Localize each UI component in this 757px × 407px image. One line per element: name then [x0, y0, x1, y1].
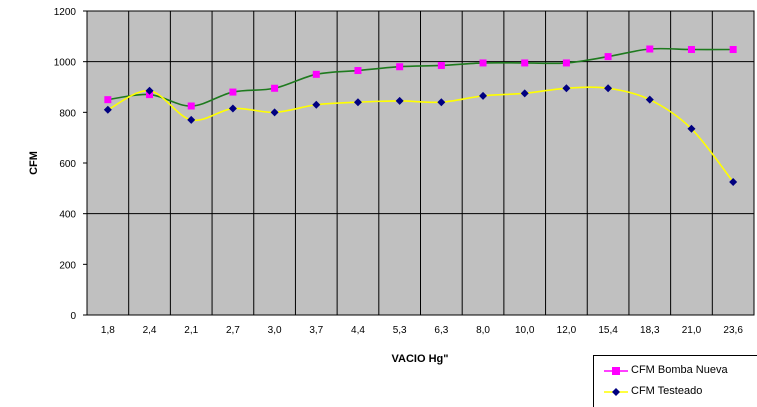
- x-tick-label: 18,3: [640, 325, 660, 336]
- series-line-2: [107, 86, 734, 183]
- y-tick-label: 400: [59, 210, 76, 221]
- data-point-series-2: [228, 104, 237, 113]
- x-tick-label: 5,3: [393, 325, 407, 336]
- data-point-series-1: [354, 67, 362, 75]
- data-point-series-1: [396, 63, 404, 71]
- data-point-series-1: [687, 46, 695, 54]
- x-tick-label: 10,0: [515, 325, 535, 336]
- x-tick-label: 8,0: [476, 325, 490, 336]
- data-point-series-2: [145, 86, 154, 95]
- y-tick-label: 200: [59, 260, 76, 271]
- data-point-series-2: [604, 84, 613, 93]
- data-point-series-1: [229, 88, 237, 96]
- data-point-series-1: [562, 59, 570, 67]
- legend-square-marker-icon: [604, 367, 628, 375]
- data-point-series-2: [312, 100, 321, 109]
- data-point-series-1: [271, 84, 279, 92]
- x-tick-label: 3,7: [309, 325, 323, 336]
- series-layer: [103, 45, 738, 186]
- y-tick-labels: 0 200 400 600 800 1000 1200: [54, 7, 87, 322]
- data-point-series-2: [562, 84, 571, 93]
- x-tick-labels: 1,8 2,4 2,1 2,7 3,0 3,7 4,4 5,3 6,3 8,0 10,0 12,0 15…: [101, 325, 743, 336]
- y-tick-label: 0: [70, 311, 76, 322]
- data-point-series-2: [479, 91, 488, 100]
- legend-label-series-2: CFM Testeado: [631, 385, 703, 397]
- data-point-series-1: [479, 59, 487, 67]
- series-line-1: [107, 47, 734, 107]
- data-point-series-1: [521, 59, 529, 67]
- legend-item-series-1: CFM Bomba Nueva: [594, 362, 757, 380]
- legend: CFM Bomba Nueva CFM Testeado: [593, 355, 757, 407]
- y-tick-label: 600: [59, 159, 76, 170]
- data-point-series-2: [645, 95, 654, 104]
- x-tick-label: 12,0: [557, 325, 577, 336]
- data-point-series-1: [604, 53, 612, 61]
- legend-item-series-2: CFM Testeado: [594, 383, 757, 401]
- y-tick-label: 800: [59, 108, 76, 119]
- x-tick-label: 23,6: [723, 325, 743, 336]
- data-point-series-1: [187, 102, 195, 110]
- data-point-series-2: [395, 96, 404, 105]
- data-point-series-1: [312, 70, 320, 78]
- data-point-series-2: [103, 105, 112, 114]
- x-tick-label: 6,3: [434, 325, 448, 336]
- x-tick-label: 2,4: [143, 325, 157, 336]
- data-point-series-1: [437, 61, 445, 69]
- data-point-series-1: [104, 96, 112, 104]
- data-point-series-2: [729, 178, 738, 186]
- legend-diamond-marker-icon: [604, 388, 628, 396]
- data-point-series-2: [270, 108, 279, 117]
- x-tick-label: 15,4: [598, 325, 618, 336]
- data-point-series-2: [520, 89, 529, 98]
- x-tick-label: 4,4: [351, 325, 365, 336]
- x-tick-label: 2,7: [226, 325, 240, 336]
- y-axis-title: CFM: [28, 151, 40, 175]
- data-point-series-1: [646, 45, 654, 53]
- y-tick-label: 1200: [54, 7, 77, 18]
- x-tick-label: 21,0: [682, 325, 702, 336]
- y-tick-label: 1000: [54, 58, 77, 69]
- grid-lines: [86, 10, 755, 316]
- data-point-series-2: [687, 124, 696, 133]
- data-point-series-2: [353, 98, 362, 107]
- x-tick-label: 2,1: [184, 325, 198, 336]
- x-tick-label: 3,0: [268, 325, 282, 336]
- data-point-series-1: [729, 46, 737, 54]
- data-point-series-2: [187, 115, 196, 124]
- x-tick-label: 1,8: [101, 325, 115, 336]
- data-point-series-2: [437, 98, 446, 107]
- legend-label-series-1: CFM Bomba Nueva: [631, 364, 728, 376]
- x-axis-title: VACIO Hg": [392, 353, 449, 365]
